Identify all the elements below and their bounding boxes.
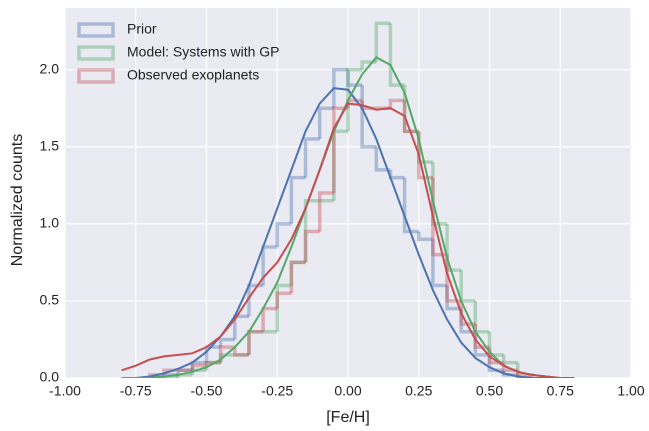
histogram-step <box>275 222 292 247</box>
y-tick-label: 0.0 <box>40 369 60 385</box>
histogram-step <box>190 363 207 371</box>
histogram-step <box>402 177 419 234</box>
legend-swatch <box>77 45 115 61</box>
histogram-step <box>275 291 292 309</box>
histogram-step <box>303 198 320 263</box>
kde-line <box>121 102 575 378</box>
kde-line <box>121 56 575 378</box>
y-tick-label: 1.5 <box>40 137 60 153</box>
y-tick-label: 0.5 <box>40 292 60 308</box>
histogram-step <box>402 100 419 134</box>
histogram-step <box>431 239 448 288</box>
histogram-step <box>303 229 320 263</box>
histogram-step <box>431 162 448 226</box>
histogram-step <box>501 354 518 365</box>
histogram-step <box>374 21 391 62</box>
histogram-step <box>374 146 391 172</box>
y-tick-label: 1.0 <box>40 215 60 231</box>
histogram-step <box>332 106 348 193</box>
histogram-step <box>289 260 306 286</box>
histogram-step <box>459 300 476 326</box>
histogram-step <box>388 98 405 109</box>
x-tick-label: -0.25 <box>261 383 293 399</box>
kde-line <box>121 87 575 378</box>
histogram-step <box>317 106 334 140</box>
histogram-step <box>218 337 235 348</box>
histogram-step <box>332 67 348 109</box>
histogram-step <box>346 67 363 132</box>
x-axis-label: [Fe/H] <box>326 409 370 426</box>
y-axis-label: Normalized counts <box>9 134 26 267</box>
histogram-step <box>218 345 235 363</box>
histogram-step <box>445 285 462 311</box>
x-tick-label: 0.25 <box>405 383 432 399</box>
histogram-step <box>190 368 207 375</box>
histogram-step <box>317 191 334 232</box>
x-tick-label: 0.75 <box>547 383 574 399</box>
x-tick-label: 0.50 <box>476 383 503 399</box>
x-tick-label: -1.00 <box>49 383 81 399</box>
histogram-step <box>417 231 433 241</box>
legend-label: Observed exoplanets <box>127 67 259 83</box>
x-tick-label: 0.00 <box>334 383 361 399</box>
x-tick-label: -0.75 <box>120 383 152 399</box>
histogram-step <box>233 347 249 357</box>
y-tick-label: 2.0 <box>40 60 60 76</box>
histogram-step <box>402 85 419 134</box>
histogram-step <box>289 260 306 294</box>
legend-label: Prior <box>127 21 157 37</box>
histogram-step <box>275 283 292 332</box>
histogram-step <box>176 368 193 375</box>
histogram-step <box>303 137 320 178</box>
x-tick-label: 1.00 <box>617 383 644 399</box>
legend-swatch <box>77 68 115 84</box>
plot-marks <box>121 21 575 378</box>
legend-label: Model: Systems with GP <box>127 44 280 60</box>
histogram-step <box>516 362 532 378</box>
histogram-step <box>289 175 306 224</box>
x-tick-label: -0.50 <box>191 383 223 399</box>
legend-swatch <box>77 22 115 38</box>
